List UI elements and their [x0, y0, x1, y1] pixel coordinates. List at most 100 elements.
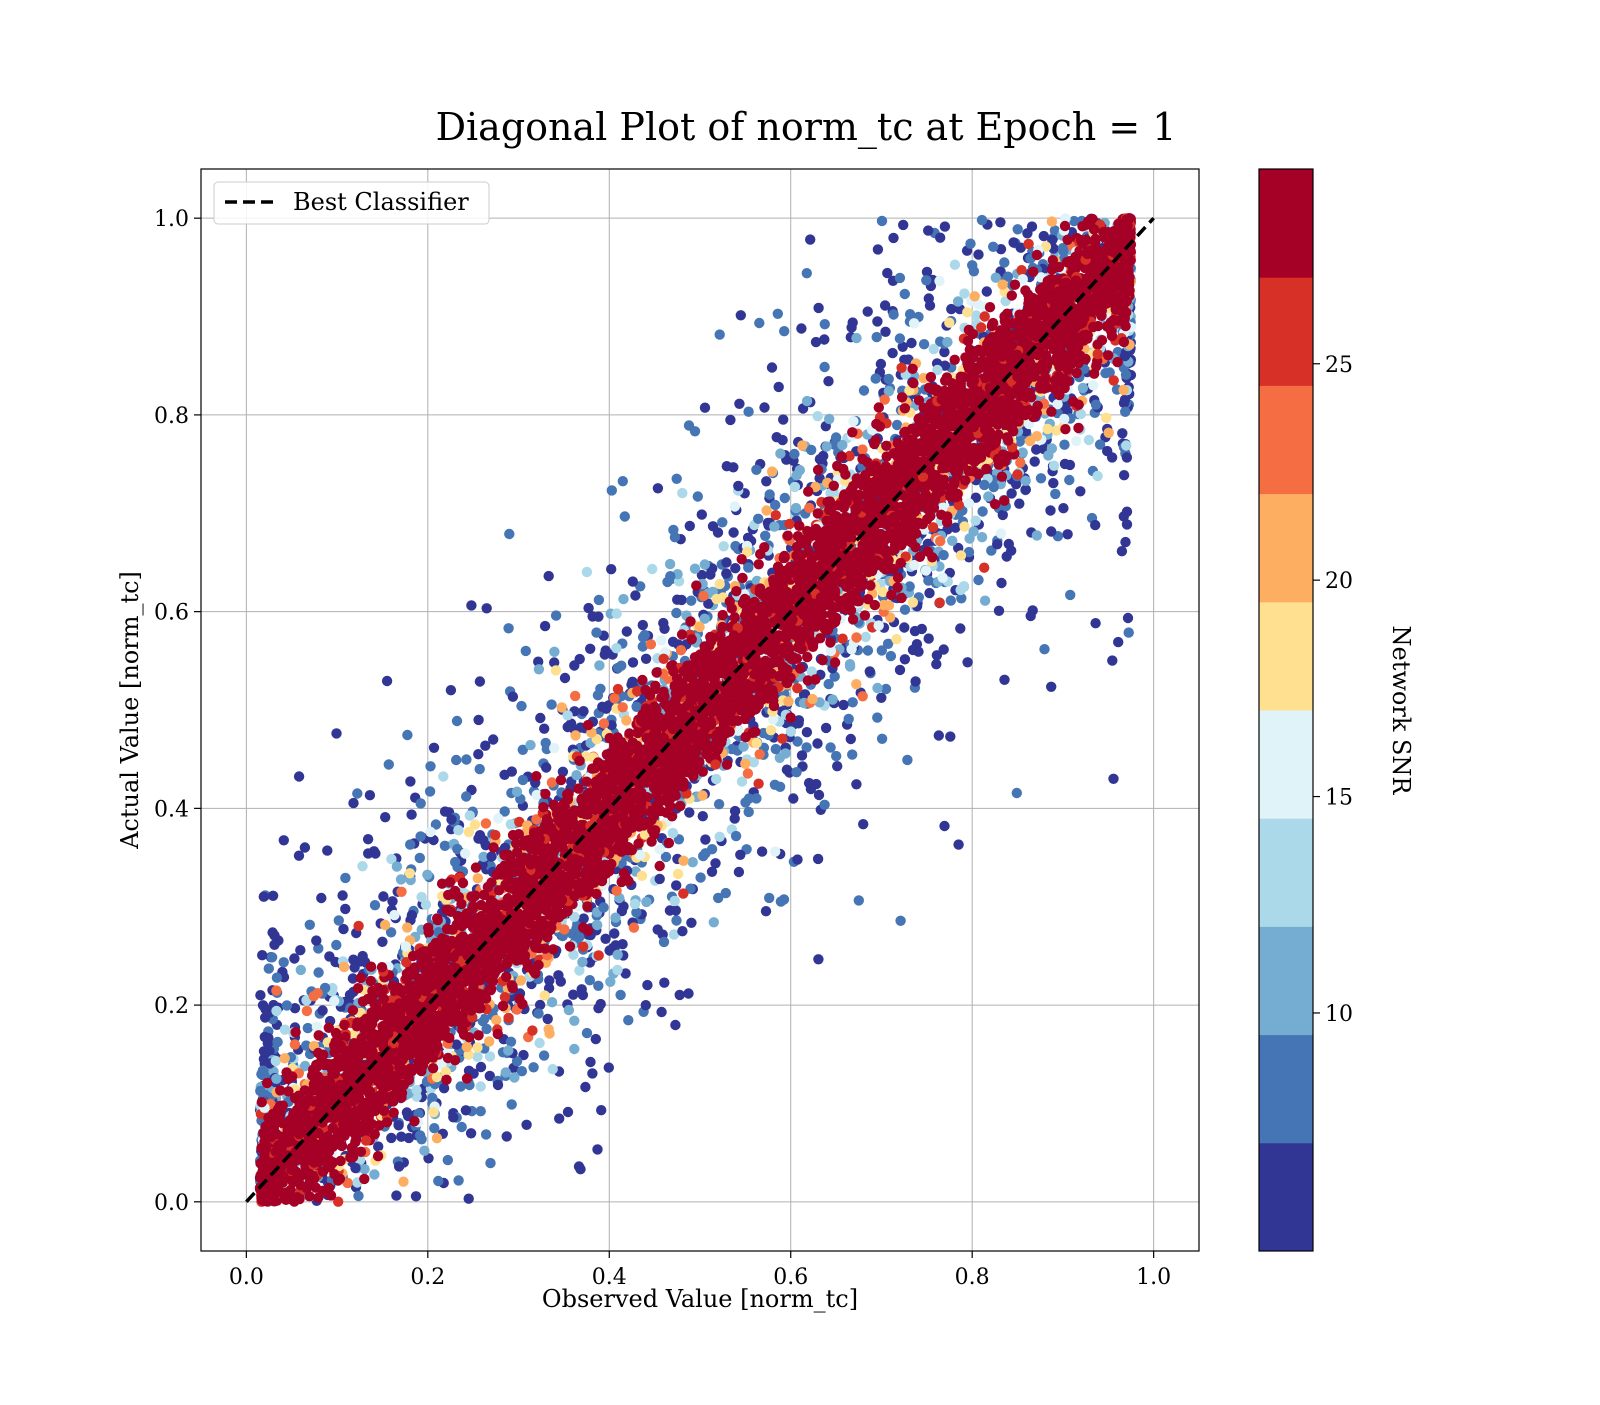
scatter-point	[804, 503, 814, 513]
scatter-point	[797, 440, 807, 450]
scatter-point	[910, 626, 920, 636]
scatter-point	[812, 738, 822, 748]
scatter-point	[446, 685, 456, 695]
scatter-point	[671, 880, 681, 890]
scatter-point	[311, 935, 321, 945]
scatter-point	[331, 728, 341, 738]
scatter-point	[358, 951, 368, 961]
scatter-point	[571, 770, 581, 780]
scatter-point	[895, 665, 905, 675]
scatter-point	[422, 870, 432, 880]
scatter-point	[1071, 436, 1081, 446]
scatter-point	[895, 333, 905, 343]
scatter-point	[656, 1007, 666, 1017]
scatter-point	[1109, 375, 1119, 385]
scatter-point	[599, 718, 609, 728]
scatter-point	[357, 861, 367, 871]
scatter-point	[848, 697, 858, 707]
scatter-point	[1016, 265, 1026, 275]
scatter-point	[593, 612, 603, 622]
scatter-point	[791, 767, 801, 777]
scatter-point	[546, 699, 556, 709]
scatter-point	[851, 779, 861, 789]
scatter-point	[757, 846, 767, 856]
scatter-point	[980, 596, 990, 606]
scatter-point	[977, 532, 987, 542]
scatter-point	[892, 420, 902, 430]
scatter-point	[780, 493, 790, 503]
scatter-point	[999, 675, 1009, 685]
scatter-point	[1058, 503, 1068, 513]
scatter-point	[543, 1014, 553, 1024]
scatter-point	[792, 470, 802, 480]
scatter-point	[686, 596, 696, 606]
scatter-point	[684, 420, 694, 430]
scatter-point	[481, 818, 491, 828]
scatter-point	[574, 932, 584, 942]
scatter-point	[924, 588, 934, 598]
scatter-point	[503, 1013, 513, 1023]
scatter-point	[331, 940, 341, 950]
scatter-point	[393, 1120, 403, 1130]
scatter-point	[646, 639, 656, 649]
scatter-point	[784, 519, 794, 529]
scatter-point	[1102, 446, 1112, 456]
scatter-point	[734, 399, 744, 409]
scatter-point	[500, 992, 510, 1002]
scatter-point	[1012, 469, 1022, 479]
scatter-point	[898, 220, 908, 230]
scatter-point	[476, 1062, 486, 1072]
scatter-point	[811, 779, 821, 789]
scatter-point	[767, 466, 777, 476]
scatter-point	[593, 1003, 603, 1013]
scatter-point	[1119, 398, 1129, 408]
scatter-point	[587, 1068, 597, 1078]
scatter-point	[396, 887, 406, 897]
scatter-point	[782, 765, 792, 775]
scatter-point	[473, 715, 483, 725]
scatter-point	[268, 891, 278, 901]
scatter-point	[264, 963, 274, 973]
scatter-point	[427, 1093, 437, 1103]
scatter-point	[484, 1036, 494, 1046]
chart-title: Diagonal Plot of norm_tc at Epoch = 1	[436, 105, 1177, 150]
scatter-point	[1032, 431, 1042, 441]
scatter-point	[605, 977, 615, 987]
scatter-point	[761, 906, 771, 916]
scatter-point	[282, 1000, 292, 1010]
scatter-point	[825, 742, 835, 752]
scatter-point	[773, 309, 783, 319]
scatter-point	[411, 1191, 421, 1201]
scatter-point	[735, 850, 745, 860]
scatter-point	[461, 754, 471, 764]
scatter-point	[700, 403, 710, 413]
scatter-point	[690, 564, 700, 574]
scatter-point	[594, 595, 604, 605]
scatter-point	[761, 476, 771, 486]
scatter-point	[684, 807, 694, 817]
scatter-point	[861, 632, 871, 642]
scatter-point	[405, 776, 415, 786]
scatter-point	[405, 839, 415, 849]
scatter-point	[271, 1074, 281, 1084]
scatter-point	[402, 730, 412, 740]
scatter-point	[1078, 383, 1088, 393]
scatter-point	[846, 644, 856, 654]
scatter-point	[312, 1021, 322, 1031]
scatter-point	[931, 659, 941, 669]
scatter-point	[777, 435, 787, 445]
scatter-point	[693, 491, 703, 501]
scatter-point	[279, 957, 289, 967]
scatter-point	[541, 762, 551, 772]
scatter-point	[553, 970, 563, 980]
scatter-point	[613, 950, 623, 960]
scatter-point	[528, 1062, 538, 1072]
scatter-point	[616, 661, 626, 671]
scatter-point	[380, 920, 390, 930]
scatter-point	[271, 1056, 281, 1066]
scatter-point	[535, 713, 545, 723]
scatter-point	[939, 821, 949, 831]
scatter-point	[1107, 655, 1117, 665]
scatter-point	[618, 594, 628, 604]
scatter-point	[465, 810, 475, 820]
